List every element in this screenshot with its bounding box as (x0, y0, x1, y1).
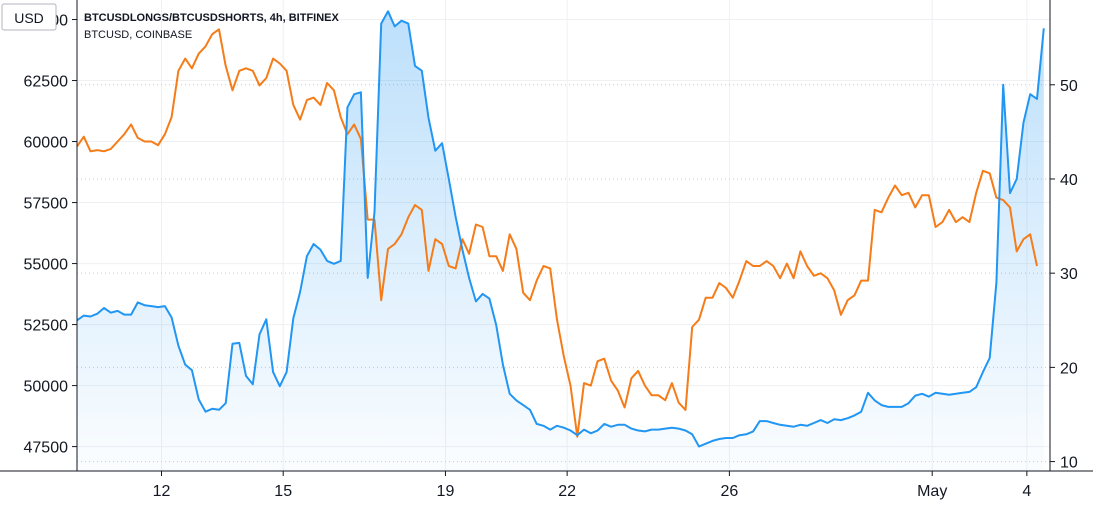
left-tick-label: 55000 (24, 257, 69, 274)
x-tick-label: 12 (153, 483, 171, 500)
legend: USD BTCUSDLONGS/BTCUSDSHORTS, 4h, BITFINE… (1, 3, 340, 41)
right-tick-label: 40 (1060, 172, 1078, 189)
x-tick-label: May (917, 483, 947, 500)
left-tick-label: 47500 (24, 440, 69, 457)
btcusd-price-line (76, 28, 1038, 438)
legend-series-ratio: BTCUSDLONGS/BTCUSDSHORTS, 4h, BITFINEX (84, 12, 340, 24)
x-tick-label: 22 (558, 483, 576, 500)
right-tick-label: 50 (1060, 78, 1078, 95)
right-tick-label: 10 (1060, 455, 1078, 472)
long-short-area (77, 11, 1044, 472)
left-tick-label: 60000 (24, 135, 69, 152)
x-tick-label: 4 (1022, 483, 1031, 500)
left-tick-label: 62500 (24, 74, 69, 91)
left-tick-label: 57500 (24, 196, 69, 213)
legend-series-price: BTCUSD, COINBASE (84, 29, 192, 41)
left-tick-label: 50000 (24, 379, 69, 396)
long-short-ratio-line (76, 10, 1045, 448)
series-lines (76, 10, 1045, 448)
x-tick-label: 19 (437, 483, 455, 500)
currency-badge-label: USD (14, 10, 44, 26)
grid (77, 0, 1050, 471)
right-tick-label: 20 (1060, 360, 1078, 377)
right-tick-label: 30 (1060, 266, 1078, 283)
area-fill (77, 11, 1044, 472)
currency-badge[interactable] (1, 3, 57, 31)
x-tick-label: 26 (720, 483, 738, 500)
left-tick-label: 52500 (24, 318, 69, 335)
x-tick-label: 15 (274, 483, 292, 500)
